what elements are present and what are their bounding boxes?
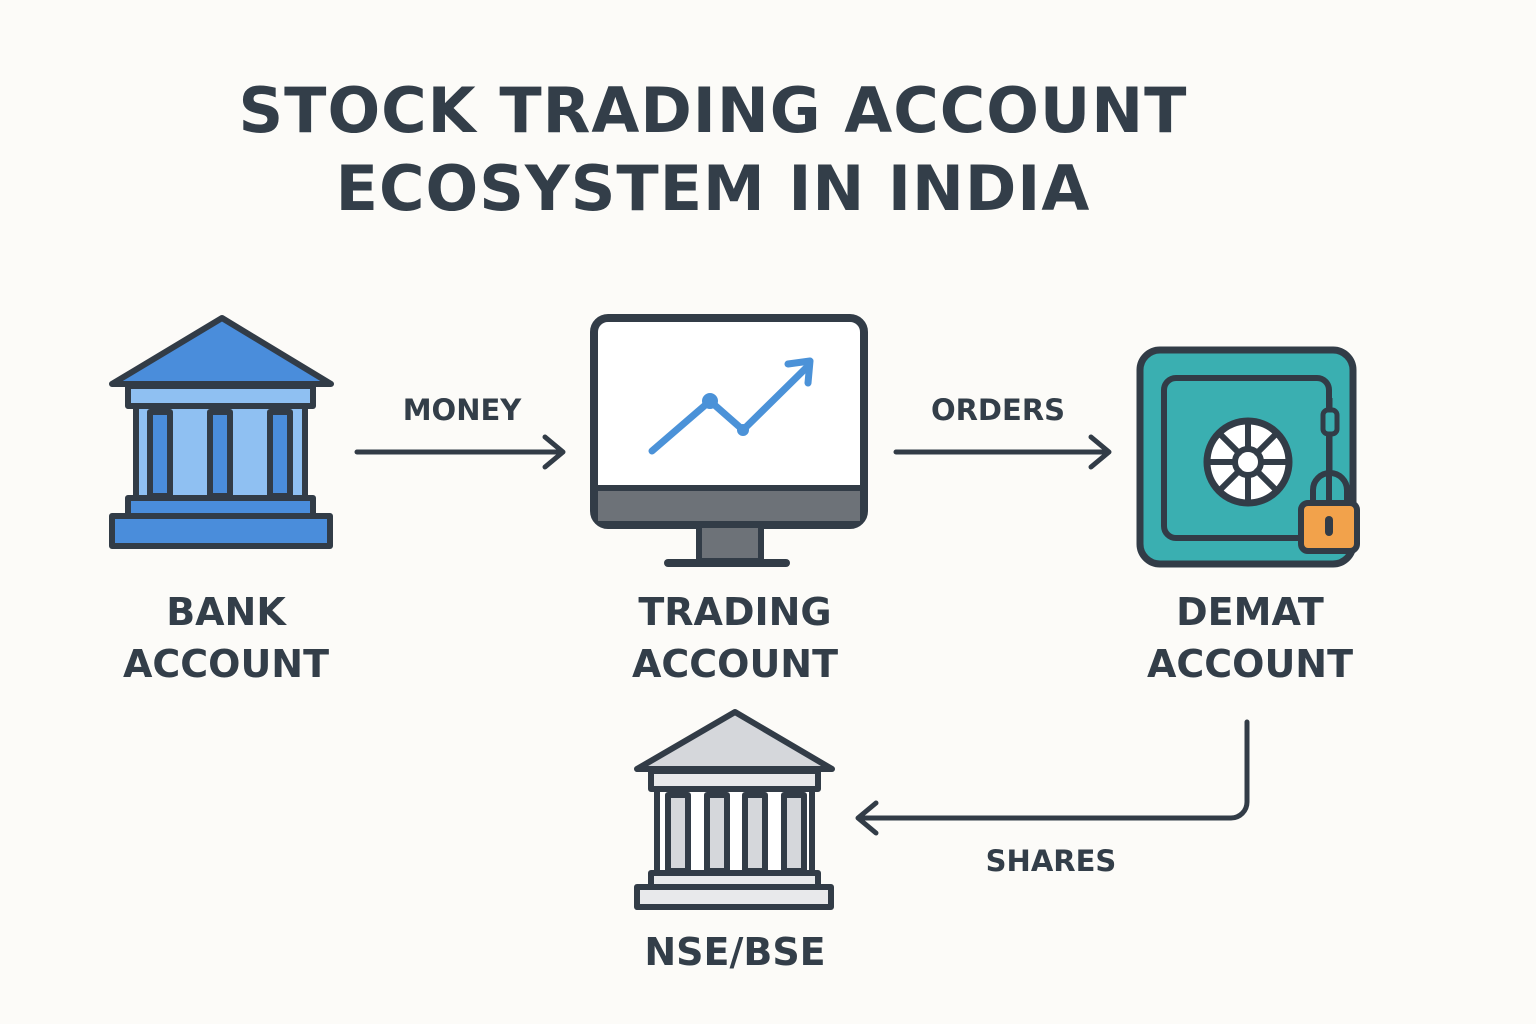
demat-label-line-2: ACCOUNT [1146,642,1354,686]
trading-label-line-2: ACCOUNT [631,642,839,686]
demat-label-line-1: DEMAT [1176,590,1324,634]
shares-arrow [855,719,1250,836]
bank-building-icon [109,315,334,549]
title-line-2: ECOSYSTEM IN INDIA [335,152,1091,225]
monitor-chart-icon [590,314,868,567]
demat-account-label: DEMAT ACCOUNT [1090,586,1410,690]
trading-account-label: TRADING ACCOUNT [575,586,895,690]
nse-bse-label: NSE/BSE [644,930,826,974]
money-edge-label: MONEY [402,393,522,427]
diagram-title: STOCK TRADING ACCOUNT ECOSYSTEM IN INDIA [0,72,1426,228]
title-line-1: STOCK TRADING ACCOUNT [238,74,1188,147]
bank-account-label: BANK ACCOUNT [66,586,386,690]
exchange-building-icon [634,709,835,910]
money-arrow [354,434,566,470]
bank-label-line-1: BANK [166,590,286,634]
orders-edge-label: ORDERS [930,393,1066,427]
trading-label-line-1: TRADING [638,590,832,634]
safe-lock-icon [1136,346,1360,568]
bank-label-line-2: ACCOUNT [122,642,330,686]
shares-edge-label: SHARES [985,844,1117,878]
orders-arrow [893,434,1112,470]
